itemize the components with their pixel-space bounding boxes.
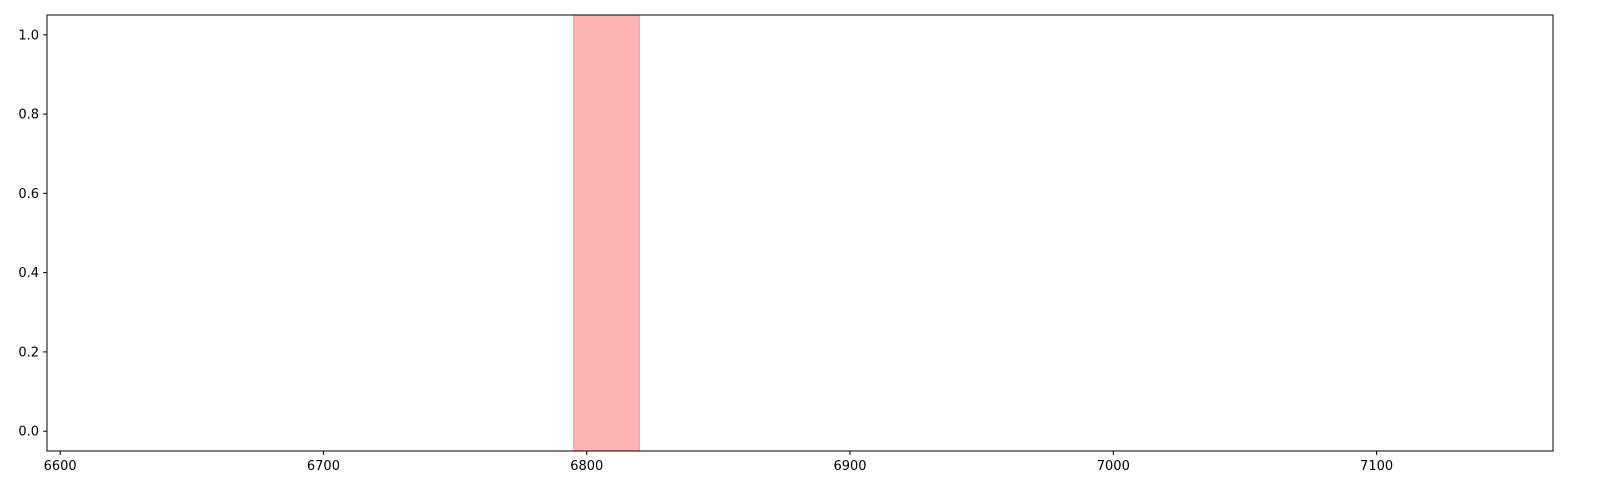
y-tick-label: 0.8 bbox=[18, 108, 39, 123]
x-tick-label: 7000 bbox=[1097, 459, 1130, 474]
spans-layer bbox=[573, 14, 640, 452]
x-tick-label: 6800 bbox=[570, 459, 603, 474]
highlight-span bbox=[573, 14, 640, 452]
x-tick-label: 6600 bbox=[44, 459, 77, 474]
x-tick-label: 6700 bbox=[307, 459, 340, 474]
plot-background bbox=[47, 15, 1553, 451]
y-tick-label: 0.2 bbox=[18, 345, 39, 360]
y-tick-label: 1.0 bbox=[18, 28, 39, 43]
y-tick-label: 0.0 bbox=[18, 425, 39, 440]
x-tick-label: 6900 bbox=[833, 459, 866, 474]
y-tick-label: 0.6 bbox=[18, 187, 39, 202]
plot-area bbox=[47, 15, 1553, 451]
plot-frame bbox=[46, 14, 1554, 452]
x-tick-label: 7100 bbox=[1360, 459, 1393, 474]
x-axis: 6600 6700 6800 6900 7000 7100 bbox=[44, 451, 1393, 474]
y-axis: 0.0 0.2 0.4 0.6 0.8 1.0 bbox=[18, 28, 47, 440]
y-tick-label: 0.4 bbox=[18, 266, 39, 281]
